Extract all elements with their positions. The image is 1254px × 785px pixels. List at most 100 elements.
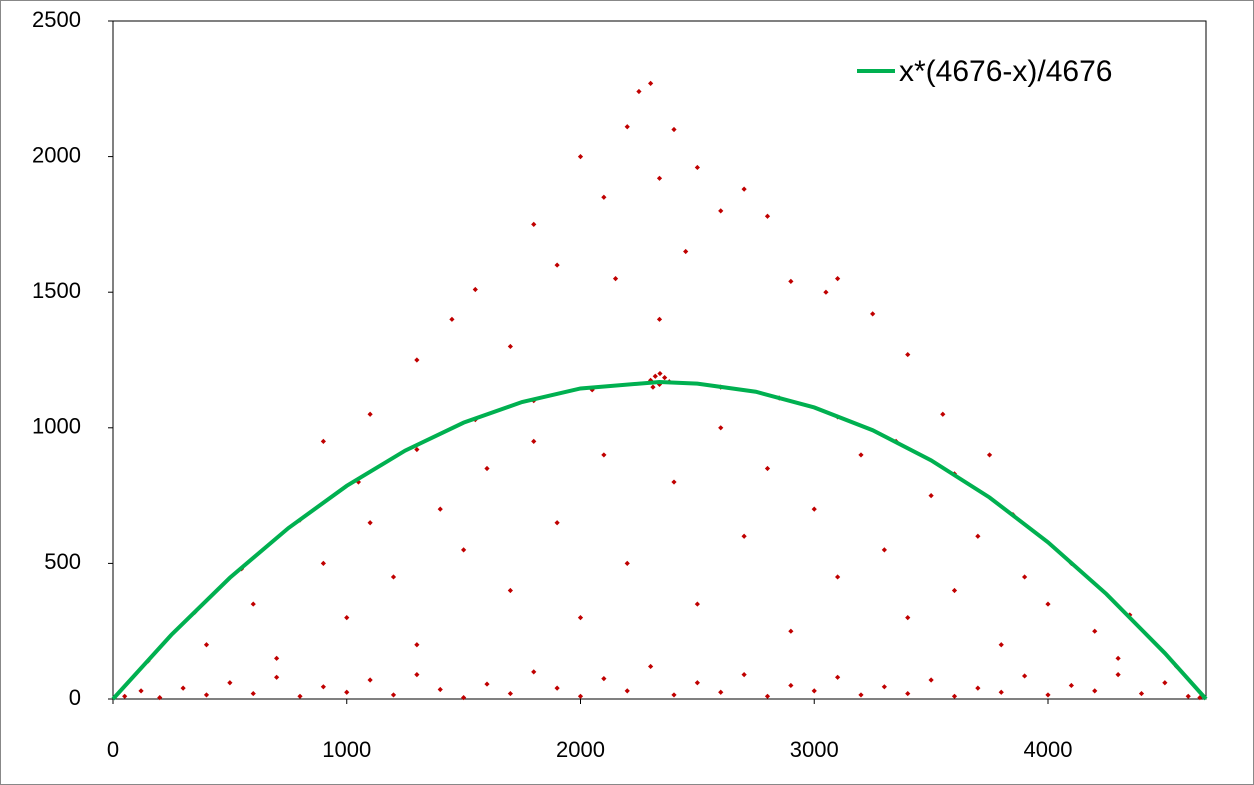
point [1092,688,1098,694]
point [390,692,397,698]
point [554,520,560,526]
point [1092,628,1098,634]
point [1115,671,1121,678]
point [718,425,724,431]
point [624,688,630,694]
point [612,276,619,282]
point [414,671,420,678]
point [601,452,607,458]
point [624,560,630,566]
point [1138,690,1145,697]
point [484,465,490,472]
point [656,316,663,322]
point [484,681,490,687]
point [671,479,677,485]
y-tick-label: 500 [44,549,81,574]
point [648,80,654,86]
point [1115,655,1121,661]
point [180,685,186,691]
point [122,693,128,699]
point [624,124,630,130]
point [648,663,654,670]
point [718,208,724,214]
point [657,370,663,377]
point [601,194,607,200]
point [835,574,841,580]
point [507,690,513,697]
point [1197,695,1203,701]
point [344,689,350,695]
point [656,175,663,181]
point [203,692,210,698]
point [858,692,864,698]
point [577,154,584,160]
legend-label: x*(4676-x)/4676 [899,55,1112,88]
point [881,684,887,690]
point [461,695,467,701]
point [507,587,513,594]
point [577,615,584,621]
point [1045,692,1051,698]
point [601,676,607,682]
point [905,351,911,358]
y-tick-label: 2500 [32,7,81,32]
point [998,689,1004,695]
y-tick-label: 1500 [32,278,81,303]
point [636,88,642,95]
point [367,677,373,683]
point [1185,693,1191,699]
point [367,411,373,417]
point [788,628,794,634]
point [203,642,210,648]
point [531,669,537,675]
point [472,286,478,293]
point [858,452,864,458]
point [1068,682,1074,689]
point [297,693,303,699]
point [741,186,747,192]
point [823,289,829,295]
point [764,465,771,472]
point [975,533,981,539]
point [788,278,794,284]
point [138,688,144,694]
point [554,262,560,268]
point [975,685,981,691]
point [671,692,677,698]
point [367,520,373,526]
y-tick-label: 1000 [32,414,81,439]
point [683,248,689,255]
point [320,560,326,566]
point [414,642,420,648]
point [437,686,443,693]
point [881,547,887,553]
point [835,276,841,282]
point [157,695,163,701]
point [320,684,326,690]
point [531,221,537,227]
point [835,674,841,680]
point [1045,601,1051,607]
point [449,316,455,322]
y-tick-label: 0 [69,685,81,710]
point [998,642,1004,648]
point [764,213,771,219]
point [531,438,537,444]
point [437,506,443,512]
point [662,375,668,381]
point [951,587,958,594]
point [905,615,911,621]
point [718,689,724,695]
point [694,601,700,607]
point [741,671,747,678]
curve [111,379,1208,701]
x-tick-label: 0 [107,737,119,762]
point [577,693,584,699]
point [671,126,677,133]
x-tick-label: 3000 [790,737,839,762]
point [320,438,326,444]
point [250,690,256,697]
point [928,493,934,499]
